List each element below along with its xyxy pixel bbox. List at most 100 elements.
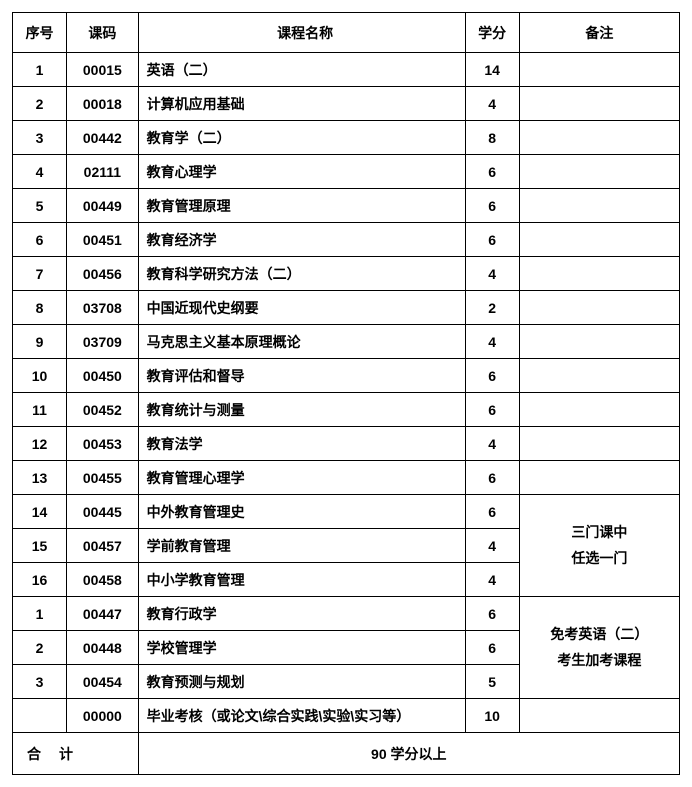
cell-note — [519, 291, 679, 325]
cell-name: 中外教育管理史 — [138, 495, 465, 529]
cell-note — [519, 53, 679, 87]
cell-credit: 6 — [465, 189, 519, 223]
cell-credit: 4 — [465, 325, 519, 359]
cell-name: 教育管理心理学 — [138, 461, 465, 495]
col-header-code: 课码 — [67, 13, 138, 53]
cell-credit: 6 — [465, 223, 519, 257]
cell-code: 00015 — [67, 53, 138, 87]
cell-credit: 4 — [465, 563, 519, 597]
cell-index: 15 — [13, 529, 67, 563]
cell-credit: 6 — [465, 597, 519, 631]
col-header-note: 备注 — [519, 13, 679, 53]
cell-name: 中国近现代史纲要 — [138, 291, 465, 325]
cell-code: 00452 — [67, 393, 138, 427]
cell-code: 00451 — [67, 223, 138, 257]
cell-name: 教育管理原理 — [138, 189, 465, 223]
cell-name: 学前教育管理 — [138, 529, 465, 563]
cell-note — [519, 461, 679, 495]
cell-name: 教育心理学 — [138, 155, 465, 189]
cell-name: 英语（二） — [138, 53, 465, 87]
cell-code: 03708 — [67, 291, 138, 325]
col-header-name: 课程名称 — [138, 13, 465, 53]
cell-name: 教育科学研究方法（二） — [138, 257, 465, 291]
cell-name: 教育经济学 — [138, 223, 465, 257]
cell-index: 9 — [13, 325, 67, 359]
cell-code: 00455 — [67, 461, 138, 495]
cell-note — [519, 87, 679, 121]
cell-code: 00445 — [67, 495, 138, 529]
course-table: 序号 课码 课程名称 学分 备注 1 00015 英语（二） 14 2 0001… — [12, 12, 680, 775]
cell-name: 教育评估和督导 — [138, 359, 465, 393]
cell-code: 00018 — [67, 87, 138, 121]
footer-label: 合计 — [13, 733, 139, 775]
note-line: 免考英语（二） — [550, 626, 648, 642]
table-body: 1 00015 英语（二） 14 2 00018 计算机应用基础 4 3 004… — [13, 53, 680, 775]
cell-index: 3 — [13, 121, 67, 155]
cell-credit: 2 — [465, 291, 519, 325]
cell-credit: 10 — [465, 699, 519, 733]
cell-name: 计算机应用基础 — [138, 87, 465, 121]
cell-index: 1 — [13, 597, 67, 631]
cell-credit: 5 — [465, 665, 519, 699]
note-line: 考生加考课程 — [557, 652, 641, 668]
cell-code: 00454 — [67, 665, 138, 699]
cell-index: 11 — [13, 393, 67, 427]
cell-name: 教育学（二） — [138, 121, 465, 155]
table-row: 3 00442 教育学（二） 8 — [13, 121, 680, 155]
col-header-credit: 学分 — [465, 13, 519, 53]
cell-credit: 4 — [465, 529, 519, 563]
cell-name: 马克思主义基本原理概论 — [138, 325, 465, 359]
table-row: 7 00456 教育科学研究方法（二） 4 — [13, 257, 680, 291]
cell-name: 教育统计与测量 — [138, 393, 465, 427]
cell-note — [519, 155, 679, 189]
cell-index: 16 — [13, 563, 67, 597]
cell-note — [519, 325, 679, 359]
cell-note — [519, 359, 679, 393]
cell-code: 00447 — [67, 597, 138, 631]
cell-credit: 8 — [465, 121, 519, 155]
table-row: 1 00447 教育行政学 6 免考英语（二） 考生加考课程 — [13, 597, 680, 631]
cell-code: 00458 — [67, 563, 138, 597]
cell-index: 13 — [13, 461, 67, 495]
cell-credit: 4 — [465, 257, 519, 291]
cell-note — [519, 393, 679, 427]
cell-index: 7 — [13, 257, 67, 291]
cell-index: 2 — [13, 631, 67, 665]
cell-index: 12 — [13, 427, 67, 461]
table-row: 8 03708 中国近现代史纲要 2 — [13, 291, 680, 325]
cell-credit: 4 — [465, 427, 519, 461]
cell-credit: 4 — [465, 87, 519, 121]
cell-code: 00442 — [67, 121, 138, 155]
cell-index: 14 — [13, 495, 67, 529]
note-line: 三门课中 — [571, 524, 627, 540]
table-row: 9 03709 马克思主义基本原理概论 4 — [13, 325, 680, 359]
cell-credit: 6 — [465, 631, 519, 665]
cell-note — [519, 257, 679, 291]
table-row: 6 00451 教育经济学 6 — [13, 223, 680, 257]
cell-credit: 14 — [465, 53, 519, 87]
table-row: 00000 毕业考核（或论文\综合实践\实验\实习等） 10 — [13, 699, 680, 733]
cell-code: 03709 — [67, 325, 138, 359]
table-row: 14 00445 中外教育管理史 6 三门课中 任选一门 — [13, 495, 680, 529]
cell-note — [519, 427, 679, 461]
cell-code: 00456 — [67, 257, 138, 291]
cell-index: 4 — [13, 155, 67, 189]
footer-value: 90 学分以上 — [138, 733, 679, 775]
cell-name: 中小学教育管理 — [138, 563, 465, 597]
cell-code: 00449 — [67, 189, 138, 223]
cell-name: 教育行政学 — [138, 597, 465, 631]
table-row: 12 00453 教育法学 4 — [13, 427, 680, 461]
cell-note — [519, 121, 679, 155]
table-row: 4 02111 教育心理学 6 — [13, 155, 680, 189]
note-line: 任选一门 — [571, 550, 627, 566]
cell-name: 毕业考核（或论文\综合实践\实验\实习等） — [138, 699, 465, 733]
cell-code: 00000 — [67, 699, 138, 733]
cell-index — [13, 699, 67, 733]
table-row: 2 00018 计算机应用基础 4 — [13, 87, 680, 121]
table-row: 10 00450 教育评估和督导 6 — [13, 359, 680, 393]
table-footer-row: 合计 90 学分以上 — [13, 733, 680, 775]
cell-index: 3 — [13, 665, 67, 699]
table-header-row: 序号 课码 课程名称 学分 备注 — [13, 13, 680, 53]
cell-note — [519, 189, 679, 223]
cell-credit: 6 — [465, 461, 519, 495]
